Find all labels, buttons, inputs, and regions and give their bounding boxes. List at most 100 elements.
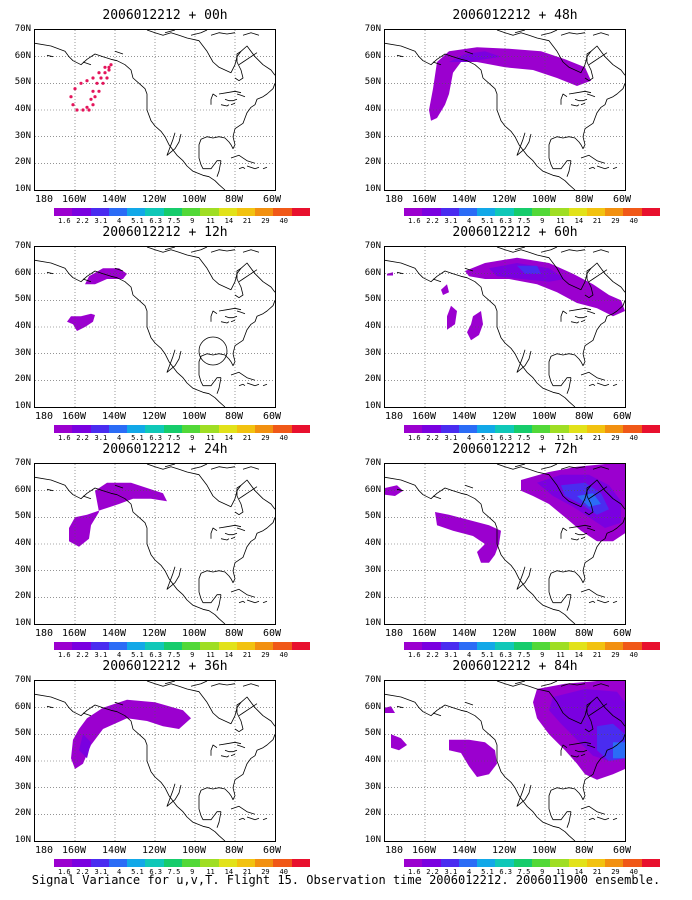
colorbar-swatch — [72, 208, 91, 216]
colorbar-swatch — [255, 208, 274, 216]
coastline — [516, 566, 532, 590]
lon-label: 100W — [531, 194, 557, 205]
lat-label: 50N — [14, 728, 31, 739]
coastline — [82, 278, 92, 283]
colorbar-swatch — [72, 642, 91, 650]
colorbar-label: 40 — [279, 868, 288, 876]
coastline — [612, 600, 618, 604]
lat-label: 10N — [14, 184, 31, 194]
colorbar-label: 1.6 — [57, 217, 71, 225]
observation-point — [69, 95, 73, 99]
colorbar-label: 5.1 — [131, 217, 144, 225]
variance-shading — [79, 734, 91, 759]
variance-shading — [385, 706, 395, 713]
colorbar-swatch — [181, 425, 201, 433]
colorbar-label: 2.2 — [426, 217, 439, 225]
lon-label: 140W — [451, 194, 477, 205]
lat-label: 50N — [364, 77, 381, 88]
colorbar-label: 40 — [279, 434, 288, 442]
colorbar-label: 4 — [467, 868, 472, 876]
coastline — [234, 50, 244, 82]
map-svg — [35, 247, 275, 407]
map-panel-84h: 2006012212 + 84h 70N 60N 50N 40N 30N 20N 10N 180… — [350, 659, 680, 879]
lat-label: 70N — [364, 241, 381, 251]
colorbar-swatch — [54, 208, 73, 216]
colorbar — [404, 208, 660, 216]
coastline — [238, 52, 258, 66]
colorbar-swatch — [54, 859, 73, 867]
coastline — [224, 315, 238, 319]
colorbar-label: 1.6 — [57, 868, 71, 876]
coastline — [570, 321, 580, 324]
colorbar-swatch — [513, 425, 532, 433]
colorbar-swatch — [200, 425, 219, 433]
lat-label: 20N — [364, 374, 381, 385]
variance-shading — [69, 482, 167, 547]
colorbar-label: 40 — [629, 868, 638, 876]
colorbar-swatch — [477, 642, 496, 650]
variance-shading — [387, 272, 393, 276]
colorbar-label: 3.1 — [94, 217, 108, 225]
coastline — [568, 524, 592, 529]
observation-point — [93, 95, 97, 99]
coastline — [540, 681, 558, 687]
coastline — [548, 584, 571, 604]
colorbar-label: 6.3 — [149, 651, 163, 659]
coastline — [218, 307, 242, 312]
lon-label: 100W — [181, 628, 207, 639]
coastline — [574, 315, 588, 319]
colorbar-label: 2.2 — [426, 651, 439, 659]
coastline — [396, 705, 404, 709]
coastline — [146, 30, 275, 76]
colorbar-swatch — [440, 208, 459, 216]
colorbar-swatch — [550, 642, 569, 650]
colorbar-label: 6.3 — [499, 868, 513, 876]
lat-label: 50N — [364, 294, 381, 305]
lon-label: 120W — [141, 845, 167, 856]
coastline — [210, 466, 236, 470]
lon-label: 60W — [612, 845, 632, 856]
map-svg — [35, 464, 275, 624]
map-panel-48h: 2006012212 + 48h 70N 60N 50N 40N 30N 20N 10N 180… — [350, 8, 680, 228]
coastline — [166, 132, 182, 156]
lat-label: 70N — [364, 675, 381, 685]
colorbar-swatch — [513, 642, 532, 650]
coastline — [516, 132, 532, 156]
coastline — [580, 154, 606, 164]
colorbar-swatch — [605, 642, 624, 650]
coastline — [198, 734, 275, 801]
figure-caption: Signal Variance for u,v,T. Flight 15. Ob… — [31, 873, 661, 887]
coastline — [568, 741, 592, 746]
lon-label: 120W — [141, 628, 167, 639]
colorbar-label: 21 — [242, 217, 252, 225]
lat-label: 40N — [14, 321, 31, 331]
coastline — [246, 816, 260, 821]
colorbar-label: 1.6 — [407, 217, 421, 225]
colorbar-label: 6.3 — [149, 217, 163, 225]
coastline — [198, 300, 275, 367]
colorbar-label: 9 — [540, 434, 545, 442]
colorbar-swatch — [200, 859, 219, 867]
coastline — [166, 349, 182, 373]
colorbar-label: 5.1 — [131, 651, 144, 659]
colorbar-swatch — [255, 425, 274, 433]
colorbar-swatch — [145, 208, 164, 216]
colorbar-label: 5.1 — [481, 217, 494, 225]
colorbar-label: 4 — [117, 868, 122, 876]
lon-label: 100W — [531, 845, 557, 856]
lon-label: 80W — [224, 411, 244, 422]
panel-title: 2006012212 + 12h — [102, 225, 228, 240]
lon-label: 60W — [262, 628, 282, 639]
coastline — [540, 464, 558, 470]
lon-label: 160W — [61, 845, 87, 856]
coastline — [238, 817, 246, 821]
panel-title: 2006012212 + 24h — [102, 442, 228, 457]
colorbar-swatch — [163, 642, 182, 650]
panel-title: 2006012212 + 60h — [452, 225, 578, 240]
colorbar-label: 9 — [540, 868, 545, 876]
coastline — [580, 588, 606, 598]
map-panel-60h: 2006012212 + 60h 70N 60N 50N 40N 30N 20N 10N 180… — [350, 225, 680, 445]
lat-label: 60N — [364, 484, 381, 495]
coastline — [216, 594, 222, 611]
lat-label: 20N — [14, 591, 31, 602]
